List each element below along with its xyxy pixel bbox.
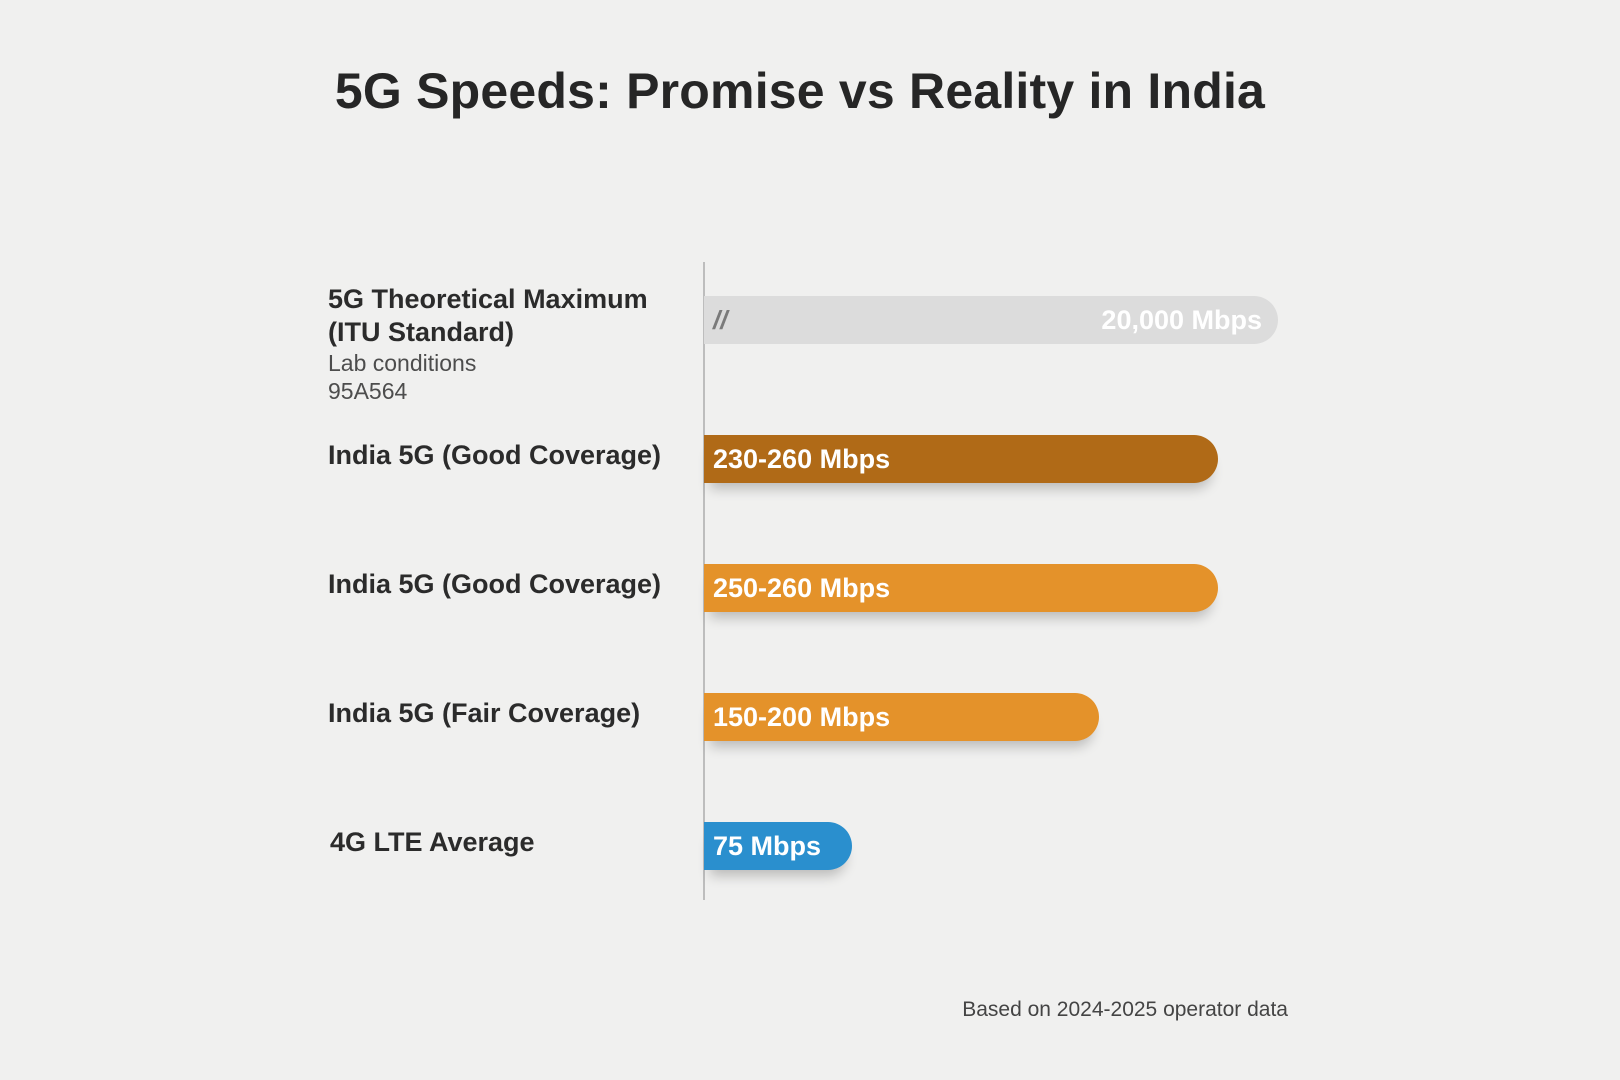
bar-value-label: 250-260 Mbps [713,573,891,603]
category-label-line: (ITU Standard) [328,317,514,347]
bar: 75 Mbps [704,822,852,870]
category-label: India 5G (Good Coverage) [328,568,678,601]
source-note: Based on 2024-2025 operator data [962,998,1288,1021]
bar-broken-axis: // 20,000 Mbps [704,296,1278,344]
category-note: Lab conditions [328,350,477,376]
bar: 150-200 Mbps [704,693,1099,741]
category-label-line: India 5G (Fair Coverage) [328,698,641,728]
category-code: 95A564 [328,378,408,404]
bar: 230-260 Mbps [704,435,1218,483]
bar-value-label: 75 Mbps [713,831,822,861]
bar-value-label: 20,000 Mbps [1101,305,1262,335]
bar: 250-260 Mbps [704,564,1218,612]
category-label-line: 4G LTE Average [330,827,535,857]
category-label: 5G Theoretical Maximum (ITU Standard) Lab … [328,283,678,405]
category-label-line: India 5G (Good Coverage) [328,569,662,599]
category-label: 4G LTE Average [330,826,680,859]
bar-value-label: 150-200 Mbps [713,702,891,732]
bar-value-label: 230-260 Mbps [713,444,891,474]
chart-title: 5G Speeds: Promise vs Reality in India [334,63,1266,119]
category-label-line: 5G Theoretical Maximum [328,284,648,314]
category-label: India 5G (Fair Coverage) [328,697,678,730]
axis-break-mark: // [713,305,728,335]
category-label: India 5G (Good Coverage) [328,439,678,472]
category-label-line: India 5G (Good Coverage) [328,440,662,470]
